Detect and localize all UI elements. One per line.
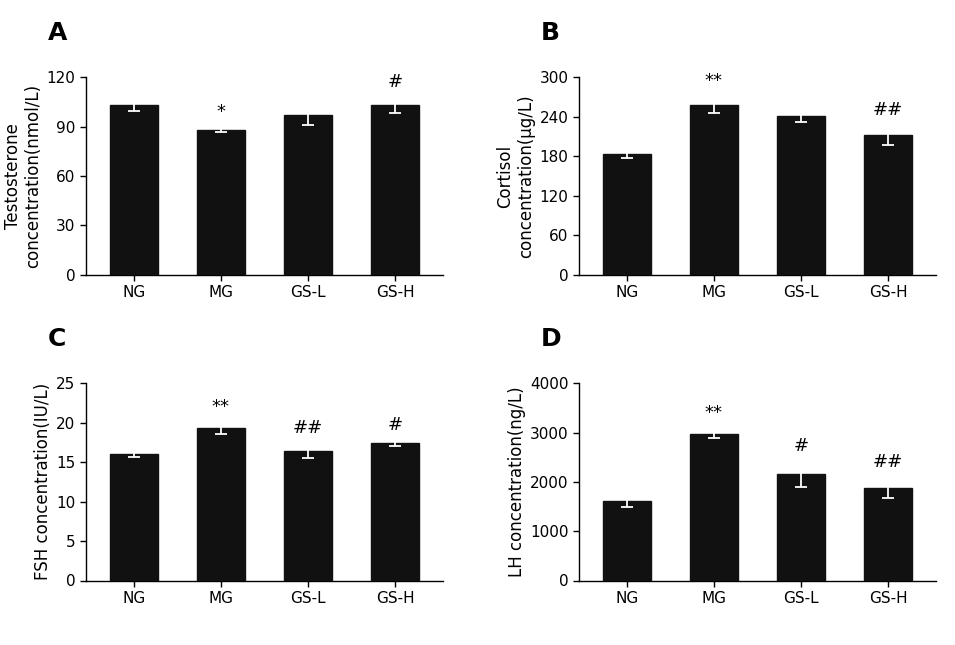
Text: #: # — [794, 437, 809, 455]
Bar — [864, 488, 912, 580]
Bar — [603, 501, 650, 580]
Text: A: A — [48, 21, 67, 45]
Bar — [864, 135, 912, 275]
Text: B: B — [541, 21, 560, 45]
Bar — [110, 105, 158, 275]
Text: C: C — [48, 327, 66, 351]
Bar — [690, 433, 738, 580]
Bar — [777, 475, 825, 580]
Y-axis label: LH concentration(ng/L): LH concentration(ng/L) — [507, 386, 525, 577]
Y-axis label: Cortisol
concentration(μg/L): Cortisol concentration(μg/L) — [497, 94, 535, 258]
Bar — [371, 443, 419, 580]
Text: #: # — [388, 416, 403, 434]
Bar — [284, 451, 332, 580]
Text: ##: ## — [873, 453, 903, 471]
Bar — [777, 115, 825, 275]
Text: ##: ## — [293, 419, 323, 437]
Bar — [690, 105, 738, 275]
Text: ##: ## — [873, 101, 903, 119]
Bar — [197, 428, 244, 580]
Bar — [371, 105, 419, 275]
Text: #: # — [388, 73, 403, 91]
Text: *: * — [217, 103, 225, 121]
Bar — [110, 454, 158, 580]
Y-axis label: FSH concentration(IU/L): FSH concentration(IU/L) — [34, 383, 53, 580]
Bar — [197, 130, 244, 275]
Text: **: ** — [705, 72, 723, 90]
Text: **: ** — [212, 398, 230, 416]
Y-axis label: Testosterone
concentration(nmol/L): Testosterone concentration(nmol/L) — [4, 84, 42, 268]
Text: **: ** — [705, 404, 723, 422]
Text: D: D — [541, 327, 562, 351]
Bar — [284, 115, 332, 275]
Bar — [603, 154, 650, 275]
